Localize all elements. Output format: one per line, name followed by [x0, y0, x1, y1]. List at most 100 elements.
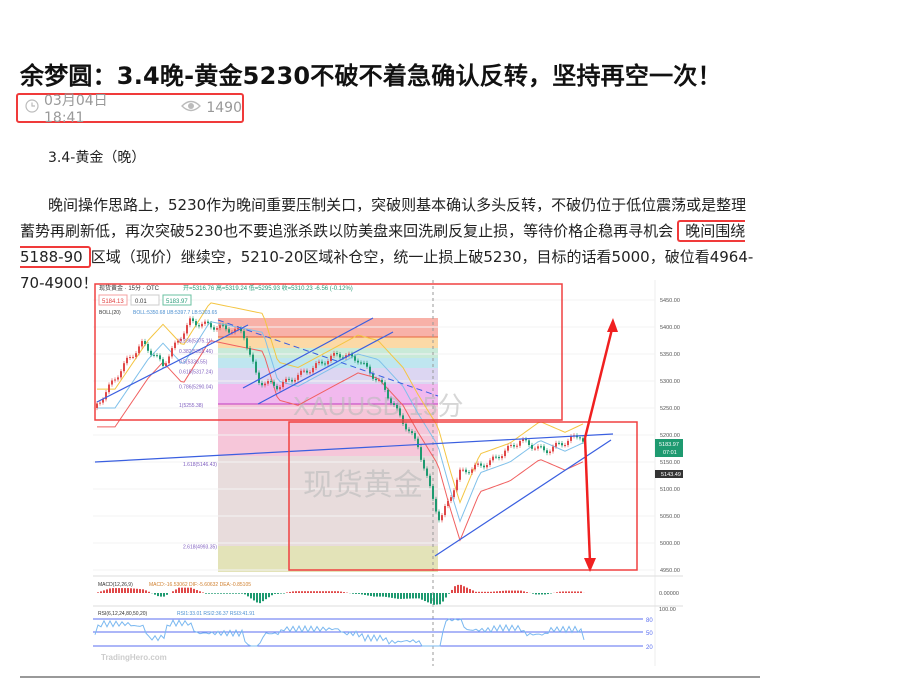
macd-bar: [391, 593, 393, 598]
macd-bar: [130, 588, 132, 593]
macd-bar: [142, 589, 144, 593]
fib-label: 0.236(5375.11): [179, 338, 213, 344]
candle: [570, 436, 572, 441]
candle: [165, 363, 167, 367]
macd-bar: [427, 593, 429, 603]
macd-bar: [118, 588, 120, 593]
candle: [366, 362, 368, 367]
candle: [159, 355, 161, 360]
macd-bar: [532, 593, 534, 594]
candle: [444, 506, 446, 516]
macd-axis: 0.00000: [659, 591, 679, 597]
candle: [333, 353, 335, 356]
candle: [291, 379, 293, 382]
macd-bar: [289, 591, 291, 593]
candle: [150, 350, 152, 355]
sell-price: 5184.13: [102, 299, 124, 305]
candle: [111, 380, 113, 385]
candle: [207, 321, 209, 324]
candle: [456, 479, 458, 491]
candle: [315, 363, 317, 368]
candle: [489, 460, 491, 466]
macd-bar: [154, 593, 156, 595]
macd-bar: [256, 593, 258, 603]
rsi-label: RSI(6,12,24,80,50,20): [98, 611, 148, 617]
chart-header: 现货黄金 · 15分 · OTC: [99, 284, 160, 292]
candle: [162, 359, 164, 367]
macd-bar: [277, 593, 279, 594]
macd-bar: [505, 590, 507, 593]
candle: [534, 448, 536, 450]
macd-bar: [139, 589, 141, 593]
candle: [153, 354, 155, 356]
macd-bar: [574, 591, 576, 593]
candle: [498, 456, 500, 459]
macd-bar: [538, 593, 540, 595]
candle: [477, 463, 479, 465]
rsi-axis-80: 80: [646, 618, 653, 624]
macd-bar: [247, 593, 249, 597]
macd-bar: [364, 593, 366, 595]
macd-bar: [226, 593, 228, 594]
macd-bar: [283, 593, 285, 594]
candle: [501, 456, 503, 459]
fib-label: 0.618(5317.24): [179, 370, 213, 376]
candle: [459, 469, 461, 480]
macd-bar: [406, 593, 408, 599]
macd-bar: [325, 591, 327, 593]
macd-bar: [217, 593, 219, 594]
macd-values: MACD:-16.53062 DIF:-5.60632 DEA:-0.85105: [149, 582, 251, 588]
macd-bar: [535, 593, 537, 595]
candle: [126, 357, 128, 364]
macd-bar: [331, 591, 333, 593]
candle: [186, 325, 188, 334]
macd-bar: [196, 590, 198, 593]
fib-label: 0.5(5336.55): [179, 359, 208, 365]
macd-bar: [181, 587, 183, 593]
red-box: [94, 283, 563, 421]
macd-bar: [433, 593, 435, 605]
macd-bar: [313, 591, 315, 593]
rsi-values: RSI1:33.01 RSI2:36.37 RSI3:41.91: [177, 611, 255, 617]
candle: [531, 444, 533, 449]
macd-bar: [280, 593, 282, 594]
highlighted-price: 晚间围绕5188-90: [20, 220, 746, 268]
macd-bar: [511, 590, 513, 593]
macd-bar: [403, 593, 405, 599]
macd-bar: [373, 593, 375, 597]
candle: [285, 378, 287, 382]
candle: [300, 370, 302, 375]
macd-bar: [301, 591, 303, 593]
macd-bar: [244, 593, 246, 595]
price-axis-label: 4950.00: [660, 568, 680, 574]
candle: [198, 325, 200, 327]
macd-bar: [448, 593, 450, 594]
candle: [204, 321, 206, 324]
candle: [504, 450, 506, 457]
macd-bar: [133, 588, 135, 593]
candle: [237, 328, 239, 330]
candle: [387, 389, 389, 399]
arrow-head: [607, 318, 618, 332]
macd-bar: [388, 593, 390, 598]
candle: [579, 437, 581, 439]
candle: [474, 464, 476, 470]
macd-bar: [310, 591, 312, 593]
macd-bar: [97, 592, 99, 593]
candle: [396, 404, 398, 409]
candle: [441, 515, 443, 521]
macd-bar: [322, 591, 324, 593]
candle: [168, 356, 170, 364]
chart-image: XAUUSD 15分 现货黄金 现货黄金 · 15分 · OTC 开=5316.…: [93, 280, 687, 666]
macd-bar: [397, 593, 399, 599]
fib-label: 2.618(4993.35): [183, 545, 217, 551]
candle: [420, 447, 422, 460]
candle: [378, 379, 380, 381]
macd-bar: [232, 593, 234, 594]
watermark-symbol: XAUUSD 15分: [293, 391, 464, 421]
candle: [321, 361, 323, 364]
candle: [495, 456, 497, 458]
macd-bar: [508, 590, 510, 593]
candle: [264, 383, 266, 386]
macd-bar: [436, 593, 438, 605]
